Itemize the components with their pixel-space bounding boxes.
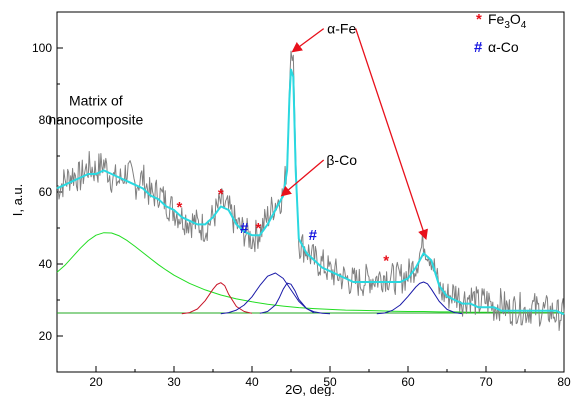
alpha-fe-arrow	[355, 28, 428, 241]
series-component-beta-co	[220, 272, 331, 315]
fe3o4-marker: *	[255, 220, 261, 237]
x-tick-label: 70	[479, 375, 493, 389]
x-tick-label: 60	[401, 375, 415, 389]
alpha-co-marker: #	[240, 220, 249, 237]
fe3o4-marker: *	[177, 199, 183, 216]
fe3o4-marker: *	[218, 186, 224, 203]
series-component-matrix	[56, 232, 564, 314]
fe3o4-marker: *	[383, 252, 389, 269]
annotation-layer: Matrix of nanocomposite α-Fe β-Co	[48, 21, 428, 241]
y-tick-label: 100	[32, 41, 52, 55]
legend-label-alpha-co: α-Co	[488, 39, 519, 55]
series-fit-total	[56, 68, 565, 316]
x-tick-label: 20	[89, 375, 103, 389]
y-tick-label: 40	[39, 257, 53, 271]
matrix-label: Matrix of	[69, 93, 123, 109]
legend-symbol-alpha-co: #	[474, 39, 483, 56]
matrix-label: nanocomposite	[48, 112, 143, 128]
beta-co-arrow	[280, 159, 325, 197]
y-tick-label: 60	[39, 185, 53, 199]
axis-ticks: 20 30 40 50 60 70 80 20 40 60 80 100	[32, 11, 571, 389]
series-component-alpha-fe	[259, 282, 315, 314]
x-tick-label: 80	[557, 375, 571, 389]
plot-frame	[56, 11, 565, 373]
series-component-fe3o4	[181, 282, 253, 315]
series-component-alpha-co	[376, 281, 463, 315]
x-axis-title: 2Θ, deg.	[285, 382, 335, 396]
x-tick-label: 50	[323, 375, 337, 389]
x-tick-label: 30	[167, 375, 181, 389]
alpha-co-marker: #	[309, 227, 318, 244]
alpha-fe-label: α-Fe	[327, 21, 356, 37]
y-axis-title: I, a.u.	[10, 184, 25, 217]
alpha-fe-arrow	[291, 28, 325, 53]
y-tick-label: 80	[39, 113, 53, 127]
marker-layer: * * * * # #	[177, 186, 390, 270]
series-layer	[56, 50, 565, 331]
beta-co-label: β-Co	[326, 152, 357, 168]
y-tick-label: 20	[39, 329, 53, 343]
series-experimental	[56, 50, 565, 331]
legend: * Fe3O4 # α-Co	[474, 11, 527, 56]
legend-label-fe3o4: Fe3O4	[488, 11, 527, 31]
legend-symbol-fe3o4: *	[476, 11, 482, 28]
x-tick-label: 40	[245, 375, 259, 389]
